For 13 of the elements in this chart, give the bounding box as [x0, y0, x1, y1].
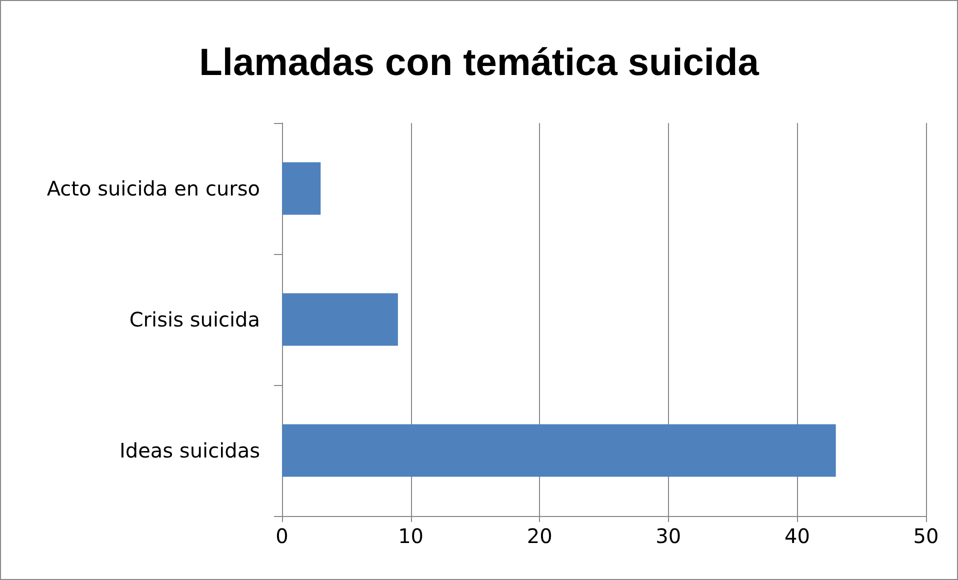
y-tick-label: Crisis suicida: [129, 308, 260, 332]
y-tick-label: Ideas suicidas: [119, 438, 260, 462]
bar: [282, 162, 321, 215]
y-tick-label: Acto suicida en curso: [46, 176, 260, 200]
x-tick-label: 30: [656, 524, 682, 548]
bar: [282, 424, 836, 477]
chart-title: Llamadas con temática suicida: [199, 42, 760, 84]
x-tick-label: 20: [526, 524, 552, 548]
bar: [282, 293, 398, 346]
x-tick-label: 50: [913, 524, 939, 548]
x-tick-label: 10: [398, 524, 424, 548]
x-tick-label: 0: [276, 524, 288, 548]
x-tick-label: 40: [784, 524, 810, 548]
